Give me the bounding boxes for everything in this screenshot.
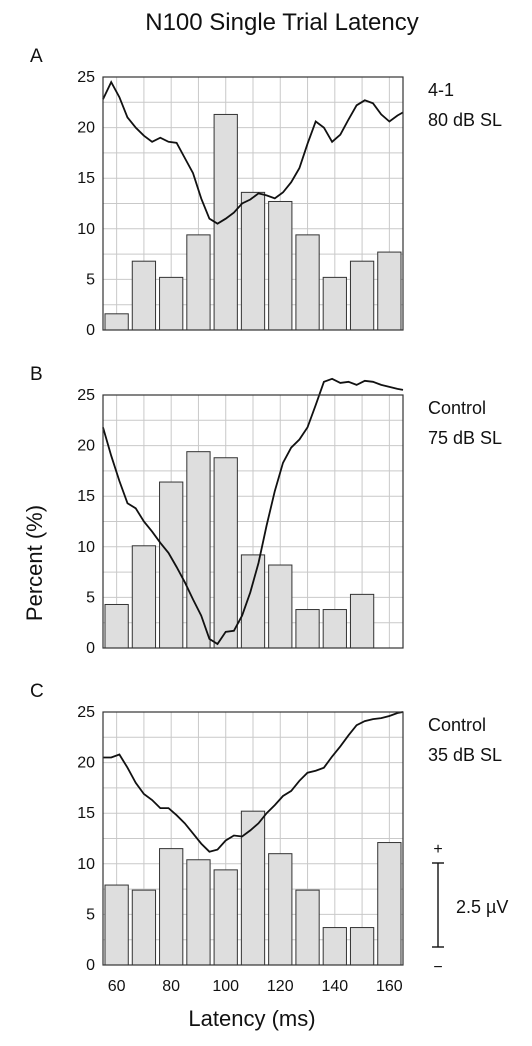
panels-group: A 0 5 10 15 20 25 4-1 80 dB SL B 0 5 10 15 20 25 Control… — [30, 46, 502, 974]
y-tick-label: 5 — [86, 589, 95, 606]
y-tick-label: 20 — [77, 755, 95, 772]
scale-bar-label: 2.5 µV — [456, 897, 508, 917]
waveform-b — [102, 377, 404, 646]
y-tick-label: 15 — [77, 170, 95, 187]
plot-frame-c — [102, 711, 404, 966]
bar-c-150 — [349, 927, 375, 966]
panel-b-letter: B — [30, 364, 43, 385]
condition-label-a-line2: 80 dB SL — [428, 110, 502, 130]
plot-frame-a — [102, 76, 404, 331]
y-tick-label: 0 — [86, 640, 95, 657]
bar-b-90 — [186, 451, 211, 649]
bar-c-100 — [213, 869, 238, 966]
y-tick-label: 25 — [77, 704, 95, 721]
bar-b-70 — [131, 545, 157, 649]
bar-a-70 — [131, 260, 157, 331]
bar-c-130 — [295, 889, 320, 966]
condition-label-b-line1: Control — [428, 398, 486, 418]
bar-a-60 — [104, 313, 129, 331]
bar-c-60 — [104, 884, 129, 966]
y-tick-label: 5 — [86, 906, 95, 923]
bar-c-90 — [186, 859, 211, 966]
waveform-a — [102, 80, 404, 225]
y-tick-label: 10 — [77, 856, 95, 873]
bar-c-70 — [131, 889, 157, 966]
bar-c-140 — [322, 927, 347, 966]
bar-b-140 — [322, 609, 347, 649]
y-tick-label: 0 — [86, 322, 95, 339]
condition-label-c-line2: 35 dB SL — [428, 745, 502, 765]
bar-b-80 — [159, 481, 184, 649]
bar-a-160 — [377, 251, 402, 331]
y-tick-label: 25 — [77, 69, 95, 86]
panel-a: A 0 5 10 15 20 25 4-1 80 dB SL — [30, 46, 502, 339]
scale-bar-minus: − — [433, 959, 442, 976]
scale-bar-plus: + — [433, 841, 442, 858]
bar-c-80 — [159, 848, 184, 966]
y-tick-label: 25 — [77, 387, 95, 404]
bar-a-110 — [240, 191, 266, 331]
x-axis-label: Latency (ms) — [188, 1006, 315, 1031]
bar-a-130 — [295, 234, 320, 331]
bar-a-120 — [268, 200, 293, 331]
y-tick-label: 20 — [77, 120, 95, 137]
bar-c-160 — [377, 842, 402, 966]
bar-a-90 — [186, 234, 211, 331]
y-tick-label: 15 — [77, 488, 95, 505]
bar-b-110 — [240, 554, 266, 649]
bar-a-150 — [349, 260, 375, 331]
bar-b-130 — [295, 609, 320, 649]
y-tick-label: 5 — [86, 271, 95, 288]
panel-c-letter: C — [30, 681, 44, 702]
bar-a-140 — [322, 276, 347, 331]
y-tick-label: 20 — [77, 438, 95, 455]
y-tick-label: 0 — [86, 957, 95, 974]
figure-title: N100 Single Trial Latency — [145, 9, 419, 36]
condition-label-c-line1: Control — [428, 715, 486, 735]
y-axis-label: Percent (%) — [22, 505, 47, 621]
x-tick-labels: 60 80 100 120 140 160 — [108, 978, 403, 995]
x-tick-label: 60 — [108, 978, 126, 995]
y-tick-label: 10 — [77, 221, 95, 238]
bar-b-100 — [213, 457, 238, 649]
condition-label-a-line1: 4-1 — [428, 80, 454, 100]
x-tick-label: 100 — [212, 978, 239, 995]
condition-label-b-line2: 75 dB SL — [428, 428, 502, 448]
voltage-scale-bar: + − 2.5 µV — [432, 841, 508, 976]
waveform-c — [103, 711, 404, 853]
bar-b-150 — [349, 593, 375, 649]
x-tick-label: 120 — [267, 978, 294, 995]
bar-a-80 — [159, 276, 184, 331]
x-tick-label: 80 — [162, 978, 180, 995]
bar-c-120 — [268, 853, 293, 966]
panel-c: C 0 5 10 15 20 25 Control 35 dB SL — [30, 681, 502, 974]
bar-a-100 — [213, 113, 238, 331]
y-tick-label: 10 — [77, 539, 95, 556]
x-tick-label: 160 — [376, 978, 403, 995]
bar-b-120 — [268, 564, 293, 649]
plot-frame-b — [102, 394, 404, 649]
bar-b-60 — [104, 603, 129, 649]
panel-a-letter: A — [30, 46, 43, 67]
panel-b: B 0 5 10 15 20 25 Control 75 dB SL — [30, 364, 502, 657]
x-tick-label: 140 — [321, 978, 348, 995]
y-tick-label: 15 — [77, 805, 95, 822]
